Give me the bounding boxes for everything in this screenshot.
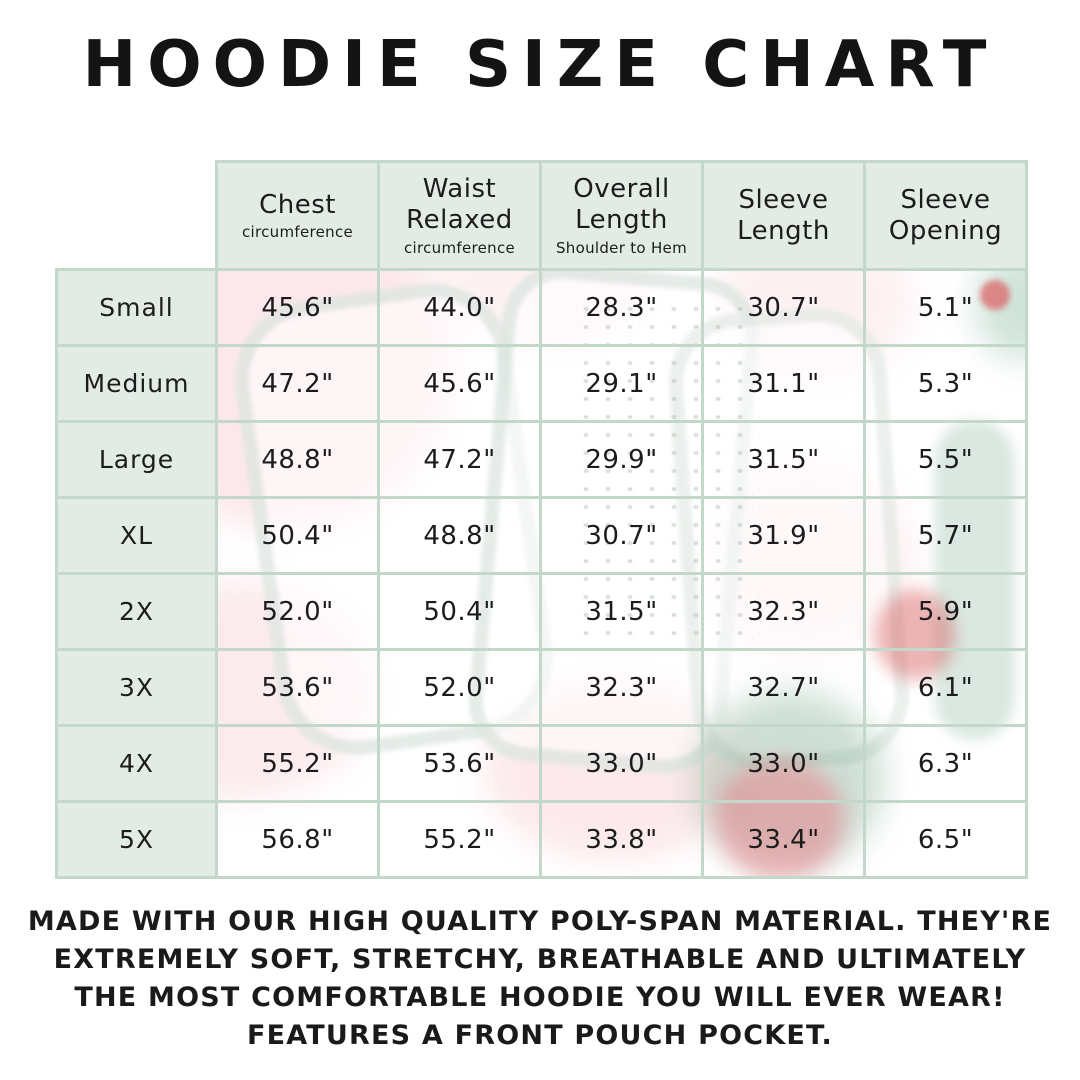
size-label: 4X xyxy=(55,724,218,803)
cell-value: 50.4" xyxy=(377,572,542,651)
size-table: Chest circumference Waist Relaxed circum… xyxy=(55,160,1028,879)
cell-value: 53.6" xyxy=(377,724,542,803)
column-header-sleeve-length: Sleeve Length xyxy=(701,160,866,271)
column-label: Overall Length xyxy=(573,174,670,235)
column-header-sleeve-opening: Sleeve Opening xyxy=(863,160,1028,271)
cell-value: 30.7" xyxy=(701,268,866,347)
column-label: Sleeve Length xyxy=(737,184,830,246)
description-text: MADE WITH OUR HIGH QUALITY POLY-SPAN MAT… xyxy=(0,903,1080,1055)
size-label: 5X xyxy=(55,800,218,879)
size-label: 3X xyxy=(55,648,218,727)
cell-value: 44.0" xyxy=(377,268,542,347)
cell-value: 5.5" xyxy=(863,420,1028,499)
cell-value: 32.3" xyxy=(539,648,704,727)
corner-cell xyxy=(56,161,217,270)
table-row: 3X 53.6" 52.0" 32.3" 32.7" 6.1" xyxy=(55,648,1028,727)
cell-value: 53.6" xyxy=(215,648,380,727)
column-sublabel: circumference xyxy=(403,238,516,257)
table-row: Large 48.8" 47.2" 29.9" 31.5" 5.5" xyxy=(55,420,1028,499)
cell-value: 52.0" xyxy=(215,572,380,651)
cell-value: 56.8" xyxy=(215,800,380,879)
cell-value: 52.0" xyxy=(377,648,542,727)
cell-value: 6.5" xyxy=(863,800,1028,879)
size-label: Small xyxy=(55,268,218,347)
cell-value: 30.7" xyxy=(539,496,704,575)
column-sublabel: Shoulder to Hem xyxy=(555,238,687,257)
cell-value: 6.3" xyxy=(863,724,1028,803)
column-header-waist: Waist Relaxed circumference xyxy=(377,160,542,271)
cell-value: 5.3" xyxy=(863,344,1028,423)
table-row: XL 50.4" 48.8" 30.7" 31.9" 5.7" xyxy=(55,496,1028,575)
cell-value: 6.1" xyxy=(863,648,1028,727)
size-label: Large xyxy=(55,420,218,499)
column-label: Sleeve Opening xyxy=(888,184,1003,246)
column-label: Waist Relaxed xyxy=(406,174,513,235)
cell-value: 33.0" xyxy=(701,724,866,803)
cell-value: 48.8" xyxy=(215,420,380,499)
cell-value: 33.0" xyxy=(539,724,704,803)
size-label: 2X xyxy=(55,572,218,651)
cell-value: 31.5" xyxy=(539,572,704,651)
cell-value: 31.9" xyxy=(701,496,866,575)
cell-value: 55.2" xyxy=(377,800,542,879)
cell-value: 50.4" xyxy=(215,496,380,575)
description-line: MADE WITH OUR HIGH QUALITY POLY-SPAN MAT… xyxy=(27,906,1053,937)
cell-value: 29.1" xyxy=(539,344,704,423)
cell-value: 5.7" xyxy=(863,496,1028,575)
cell-value: 47.2" xyxy=(215,344,380,423)
column-header-chest: Chest circumference xyxy=(215,160,380,271)
table-row: Small 45.6" 44.0" 28.3" 30.7" 5.1" xyxy=(55,268,1028,347)
cell-value: 47.2" xyxy=(377,420,542,499)
cell-value: 33.4" xyxy=(701,800,866,879)
table-row: 4X 55.2" 53.6" 33.0" 33.0" 6.3" xyxy=(55,724,1028,803)
cell-value: 45.6" xyxy=(377,344,542,423)
cell-value: 32.7" xyxy=(701,648,866,727)
size-chart: Chest circumference Waist Relaxed circum… xyxy=(55,160,1028,879)
column-label: Chest xyxy=(259,189,336,220)
cell-value: 29.9" xyxy=(539,420,704,499)
size-label: XL xyxy=(55,496,218,575)
column-header-overall-length: Overall Length Shoulder to Hem xyxy=(539,160,704,271)
table-row: 5X 56.8" 55.2" 33.8" 33.4" 6.5" xyxy=(55,800,1028,879)
cell-value: 5.9" xyxy=(863,572,1028,651)
header-row: Chest circumference Waist Relaxed circum… xyxy=(56,160,1028,271)
cell-value: 31.5" xyxy=(701,420,866,499)
page-title: HOODIE SIZE CHART xyxy=(82,28,998,102)
cell-value: 55.2" xyxy=(215,724,380,803)
cell-value: 28.3" xyxy=(539,268,704,347)
description-line: EXTREMELY SOFT, STRETCHY, BREATHABLE AND… xyxy=(53,944,1027,975)
description-line: FEATURES A FRONT POUCH POCKET. xyxy=(247,1020,833,1051)
column-sublabel: circumference xyxy=(241,223,354,242)
cell-value: 5.1" xyxy=(863,268,1028,347)
cell-value: 33.8" xyxy=(539,800,704,879)
cell-value: 31.1" xyxy=(701,344,866,423)
description-line: THE MOST COMFORTABLE HOODIE YOU WILL EVE… xyxy=(74,982,1006,1013)
table-row: 2X 52.0" 50.4" 31.5" 32.3" 5.9" xyxy=(55,572,1028,651)
cell-value: 48.8" xyxy=(377,496,542,575)
cell-value: 32.3" xyxy=(701,572,866,651)
table-row: Medium 47.2" 45.6" 29.1" 31.1" 5.3" xyxy=(55,344,1028,423)
cell-value: 45.6" xyxy=(215,268,380,347)
size-label: Medium xyxy=(55,344,218,423)
